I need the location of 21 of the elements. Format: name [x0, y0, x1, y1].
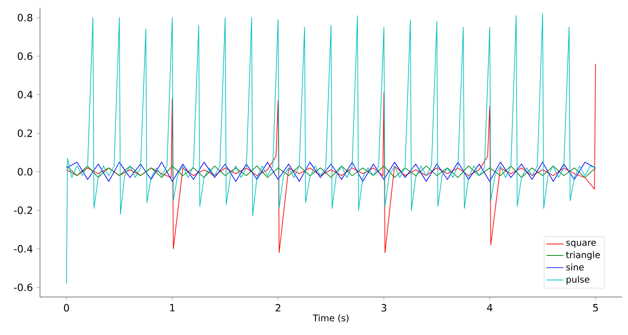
y-tick-label: 0.4 [18, 90, 32, 98]
y-tick-label: -0.2 [14, 206, 32, 214]
x-tick-label: 3 [382, 304, 386, 312]
legend-label: square [566, 240, 596, 248]
y-tick-label: -0.4 [14, 245, 32, 253]
y-tick-label: 0.8 [18, 14, 32, 22]
x-axis-title: Time (s) [312, 314, 348, 322]
x-tick-label: 4 [487, 304, 492, 312]
y-tick-label: 0.2 [18, 129, 32, 137]
line-series [66, 166, 596, 178]
legend-label: triangle [566, 251, 600, 260]
y-tick-label: -0.6 [14, 284, 32, 292]
x-tick-label: 0 [64, 304, 69, 312]
y-tick-label: 0.6 [18, 52, 32, 60]
x-tick-label: 2 [276, 304, 280, 312]
x-tick-label: 5 [593, 304, 598, 312]
x-tick-label: 1 [170, 304, 175, 312]
legend-label: pulse [566, 276, 590, 285]
line-series [66, 162, 596, 182]
legend-label: sine [566, 264, 584, 270]
y-tick-label: 0.0 [18, 168, 32, 176]
